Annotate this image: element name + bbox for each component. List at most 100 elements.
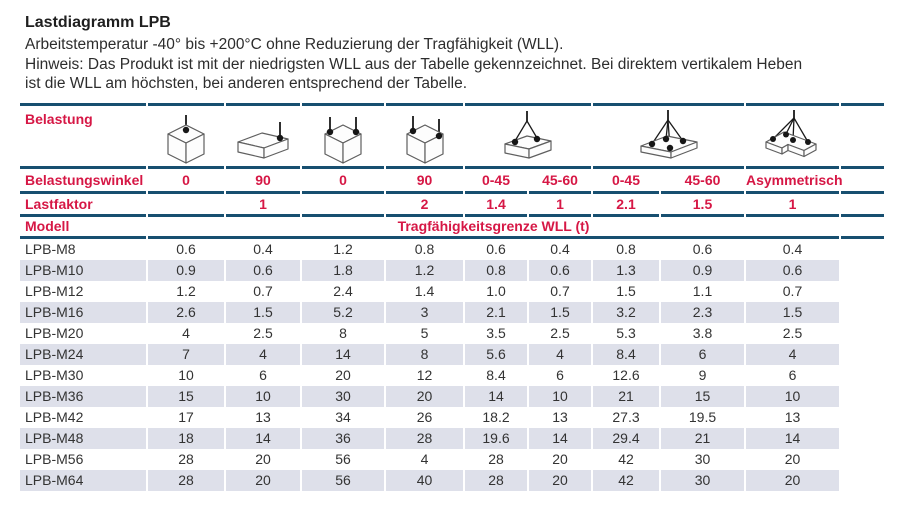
wll-cell: 6: [661, 343, 744, 365]
table-row: LPB-M48 18 14 36 28 19.6 14 29.4 21 14: [20, 427, 884, 449]
wll-cell: 20: [335, 367, 351, 383]
flat-box-side-pin-icon: [237, 121, 289, 159]
table-row: LPB-M64 28 20 56 40 28 20 42 30 20: [20, 469, 884, 491]
wll-cell: 17: [178, 409, 194, 425]
wll-cell: 14: [302, 343, 384, 365]
load-factor-row: Lastfaktor 1 2 1.4 1 2.1 1.5 1: [20, 194, 884, 217]
intro-text: Arbeitstemperatur -40° bis +200°C ohne R…: [25, 35, 905, 94]
factor-cell: [148, 194, 224, 217]
wll-cell: 1.2: [333, 241, 353, 257]
factor-cell: 2: [386, 194, 463, 217]
model-header-row: Modell Tragfähigkeitsgrenze WLL (t): [20, 217, 884, 239]
wll-header: Tragfähigkeitsgrenze WLL (t): [148, 217, 839, 239]
wll-cell: 0.9: [661, 259, 744, 281]
wll-cell: 5.3: [616, 325, 636, 341]
wll-cell: 0.8: [414, 241, 435, 257]
filler-cell: [841, 217, 884, 239]
wll-cell: 1.4: [414, 283, 435, 299]
wll-cell: 6: [259, 367, 267, 383]
load-icon-cell: [746, 102, 839, 169]
wll-cell: 0.7: [550, 283, 570, 299]
load-icon-cell: [302, 102, 384, 169]
factor-cell: 1: [746, 194, 839, 217]
intro-line: Hinweis: Das Produkt ist mit der niedrig…: [25, 55, 803, 73]
load-row-label-cell: Belastung: [20, 102, 146, 169]
filler-cell: [841, 102, 884, 169]
wll-cell: 0.4: [253, 241, 273, 257]
factor-row-label: Lastfaktor: [20, 194, 146, 217]
cube-two-top-pins-icon: [324, 116, 362, 164]
factor-cell: 1: [529, 194, 591, 217]
angle-cell: Asymmetrisch: [746, 169, 843, 194]
wll-cell: 20: [255, 451, 271, 467]
wll-cell: 1.5: [746, 301, 839, 323]
wll-cell: 0.4: [782, 241, 803, 257]
wll-cell: 28: [488, 451, 504, 467]
wll-cell: 12: [416, 367, 433, 383]
wll-cell: 4: [182, 325, 190, 341]
wll-cell: 56: [302, 469, 384, 491]
model-cell: LPB-M56: [25, 451, 84, 467]
filler-cell: [841, 302, 884, 323]
wll-cell: 19.6: [465, 427, 527, 449]
filler-cell: [841, 323, 884, 344]
wll-cell: 13: [255, 409, 271, 425]
wll-cell: 7: [148, 343, 224, 365]
wll-cell: 1.5: [616, 283, 636, 299]
wll-cell: 34: [335, 409, 351, 425]
wll-cell: 30: [694, 451, 711, 467]
wll-cell: 18: [148, 427, 224, 449]
wll-cell: 3.8: [692, 325, 713, 341]
wll-cell: 0.6: [176, 241, 196, 257]
wll-cell: 2.1: [465, 301, 527, 323]
box-two-leg-sling-icon: [504, 110, 552, 159]
wll-cell: 0.6: [529, 259, 591, 281]
wll-cell: 3.5: [486, 325, 506, 341]
load-icon-cell: [593, 102, 744, 169]
model-cell: LPB-M8: [25, 241, 76, 257]
load-icon-cell: [386, 102, 463, 169]
filler-cell: [841, 365, 884, 386]
wll-cell: 6: [556, 367, 564, 383]
wll-cell: 4: [226, 343, 300, 365]
table-row: LPB-M12 1.2 0.7 2.4 1.4 1.0 0.7 1.5 1.1 …: [20, 281, 884, 302]
angle-cell: 90: [386, 169, 463, 194]
table-row: LPB-M56 28 20 56 4 28 20 42 30 20: [20, 449, 884, 470]
model-cell: LPB-M48: [20, 427, 146, 449]
factor-cell: 1.5: [661, 194, 744, 217]
factor-cell: 2.1: [593, 194, 659, 217]
wll-cell: 1.3: [593, 259, 659, 281]
wll-cell: 10: [746, 385, 839, 407]
model-header-label: Modell: [20, 217, 146, 239]
filler-cell: [841, 428, 884, 449]
load-capacity-table: Belastung: [18, 102, 886, 491]
wll-cell: 1.0: [486, 283, 506, 299]
page-title: Lastdiagramm LPB: [25, 14, 171, 31]
wll-cell: 36: [302, 427, 384, 449]
wll-cell: 1.5: [226, 301, 300, 323]
factor-cell: 1.4: [465, 194, 527, 217]
wll-cell: 2.5: [253, 325, 273, 341]
wll-cell: 12.6: [612, 367, 640, 383]
wll-cell: 1.2: [386, 259, 463, 281]
wll-cell: 30: [661, 469, 744, 491]
wll-cell: 20: [226, 469, 300, 491]
wll-cell: 15: [148, 385, 224, 407]
load-icon-cell: [226, 102, 300, 169]
plate-four-leg-sling-icon: [639, 109, 698, 159]
filler-cell: [841, 470, 884, 491]
angle-cell: 45-60: [661, 169, 744, 194]
model-cell: LPB-M16: [20, 301, 146, 323]
wll-cell: 8: [339, 325, 347, 341]
wll-cell: 28: [178, 451, 194, 467]
filler-cell: [841, 260, 884, 281]
wll-cell: 56: [335, 451, 351, 467]
model-cell: LPB-M30: [25, 367, 84, 383]
wll-cell: 14: [226, 427, 300, 449]
wll-cell: 0.4: [550, 241, 570, 257]
wll-cell: 10: [529, 385, 591, 407]
filler-cell: [841, 449, 884, 470]
wll-cell: 10: [226, 385, 300, 407]
angle-row-label: Belastungswinkel: [20, 169, 146, 194]
